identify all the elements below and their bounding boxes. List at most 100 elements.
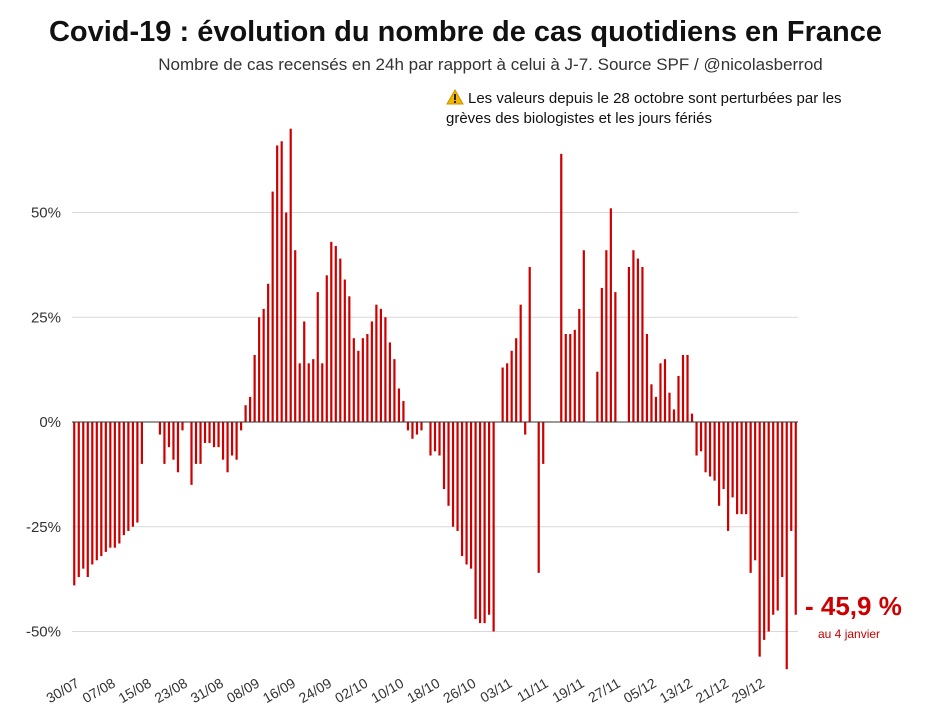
x-tick-label: 18/10	[404, 675, 443, 706]
bar	[334, 246, 337, 422]
bar	[163, 422, 166, 464]
bar	[411, 422, 414, 439]
bar	[519, 304, 522, 422]
bar	[569, 334, 572, 422]
bar	[82, 422, 85, 569]
bar	[515, 338, 518, 422]
bar	[781, 422, 784, 578]
bar	[379, 308, 382, 422]
bar	[262, 308, 265, 422]
bar	[235, 422, 238, 460]
bar	[73, 422, 76, 586]
bar	[397, 388, 401, 422]
bar	[190, 422, 193, 485]
bar	[226, 422, 229, 473]
bar	[339, 258, 342, 422]
bar	[573, 329, 576, 422]
bar	[659, 363, 662, 422]
bar	[104, 422, 107, 552]
x-tick-label: 19/11	[549, 675, 587, 706]
bar	[258, 317, 261, 422]
bar	[704, 422, 707, 473]
bar	[244, 405, 247, 422]
x-tick-label: 31/08	[188, 675, 227, 706]
bar	[542, 422, 545, 464]
bar	[501, 367, 504, 422]
x-tick-label: 11/11	[514, 675, 551, 705]
bar	[415, 422, 419, 435]
bar	[176, 422, 180, 473]
bar	[158, 422, 162, 435]
bar	[199, 422, 202, 464]
bar	[181, 422, 184, 431]
bar	[582, 250, 585, 422]
bar	[758, 422, 761, 657]
bar	[113, 422, 116, 548]
x-tick-label: 21/12	[693, 675, 732, 706]
bar	[194, 422, 198, 464]
bar	[605, 250, 608, 422]
x-tick-label: 15/08	[116, 675, 155, 706]
bar	[767, 422, 770, 632]
x-tick-label: 05/12	[621, 675, 660, 706]
warning-text: Les valeurs depuis le 28 octobre sont pe…	[446, 90, 842, 127]
bar	[433, 422, 437, 452]
bar	[294, 250, 297, 422]
bar	[271, 191, 274, 422]
bar	[330, 241, 333, 422]
bar	[695, 422, 698, 456]
bar	[370, 321, 373, 422]
bar	[388, 342, 392, 422]
final-value-date: au 4 janvier	[818, 627, 881, 641]
bar	[375, 304, 378, 422]
x-tick-label: 26/10	[440, 675, 479, 706]
bar	[772, 422, 775, 615]
bar	[641, 266, 644, 422]
bar	[95, 422, 98, 561]
bar	[713, 422, 716, 481]
bar	[298, 363, 301, 422]
bars	[73, 128, 797, 670]
x-tick-label: 30/07	[43, 675, 82, 706]
x-tick-label: 03/11	[477, 675, 515, 706]
bar	[469, 422, 473, 569]
bar	[303, 321, 306, 422]
bar	[627, 266, 630, 422]
bar	[91, 422, 94, 565]
bar	[560, 153, 563, 422]
bar	[253, 354, 256, 422]
bar	[456, 422, 459, 531]
bar	[636, 258, 640, 422]
bar	[668, 392, 671, 422]
bar	[325, 275, 328, 422]
bar	[614, 292, 617, 422]
bar	[727, 422, 730, 531]
bar	[140, 422, 143, 464]
bar	[506, 363, 509, 422]
x-tick-label: 27/11	[585, 675, 623, 706]
bar	[488, 422, 491, 615]
bar	[203, 422, 207, 443]
bar	[564, 334, 567, 422]
bar	[276, 145, 279, 422]
bar	[672, 409, 676, 422]
bar	[690, 413, 694, 422]
bar	[357, 350, 360, 422]
bar	[794, 422, 797, 615]
bar	[429, 422, 432, 456]
bar	[708, 422, 712, 477]
bar	[654, 396, 658, 422]
bar	[361, 338, 364, 422]
bar	[736, 422, 739, 515]
bar	[749, 422, 752, 573]
gridlines	[72, 212, 798, 632]
bar	[131, 422, 134, 527]
bar	[460, 422, 464, 557]
bar	[776, 422, 779, 611]
x-tick-label: 29/12	[729, 675, 768, 706]
bar	[632, 250, 635, 422]
bar	[442, 422, 446, 490]
bar	[312, 359, 315, 422]
bar	[172, 422, 175, 460]
bar	[483, 422, 486, 624]
